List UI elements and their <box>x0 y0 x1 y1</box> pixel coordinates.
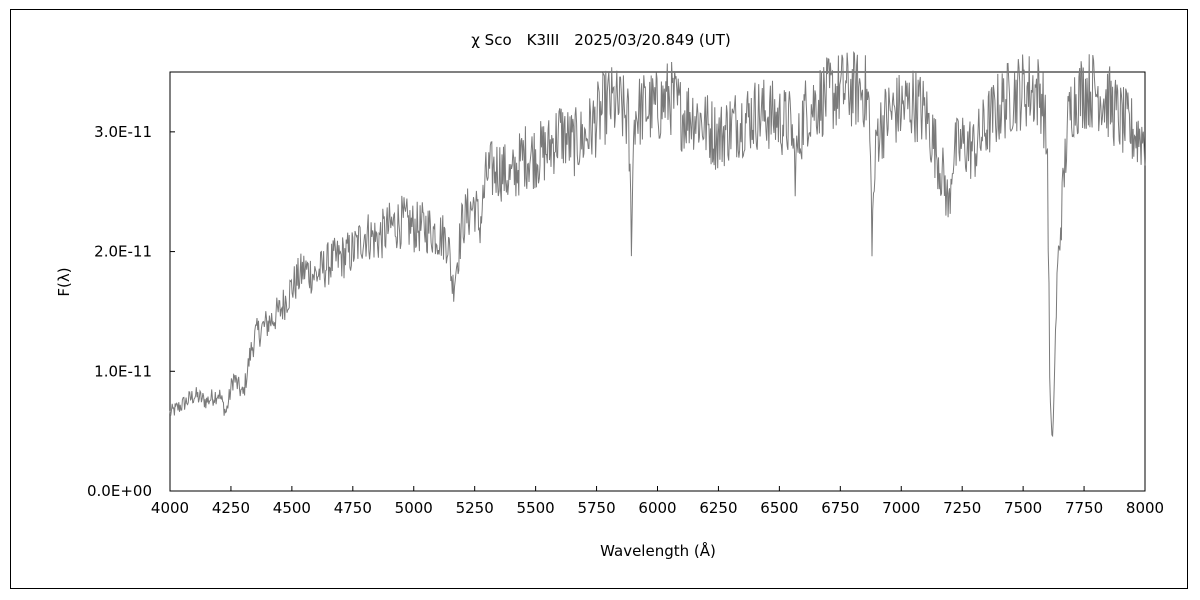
x-tick-label: 7250 <box>943 499 981 517</box>
x-tick-label: 7750 <box>1065 499 1103 517</box>
x-tick-label: 4000 <box>151 499 189 517</box>
spectrum-line-series <box>169 50 1146 438</box>
x-tick-label: 5500 <box>517 499 555 517</box>
x-tick-label: 4250 <box>212 499 250 517</box>
x-tick-label: 6000 <box>638 499 676 517</box>
x-tick-label: 5750 <box>577 499 615 517</box>
x-tick-label: 5250 <box>456 499 494 517</box>
x-tick-label: 6500 <box>760 499 798 517</box>
x-tick-label: 4500 <box>273 499 311 517</box>
y-tick-label: 2.0E-11 <box>94 243 152 261</box>
y-tick-label: 3.0E-11 <box>94 123 152 141</box>
plot-area <box>169 71 1146 492</box>
y-tick-label: 1.0E-11 <box>94 362 152 380</box>
x-axis-label: Wavelength (Å) <box>600 541 716 560</box>
chart-title: χ Sco K3III 2025/03/20.849 (UT) <box>471 31 731 49</box>
x-tick-label: 6250 <box>699 499 737 517</box>
x-tick-label: 8000 <box>1126 499 1164 517</box>
x-tick-label: 7500 <box>1004 499 1042 517</box>
y-tick-label: 0.0E+00 <box>87 482 152 500</box>
x-tick-label: 6750 <box>821 499 859 517</box>
y-axis-label: F(λ) <box>55 267 73 296</box>
x-tick-label: 4750 <box>334 499 372 517</box>
x-tick-label: 5000 <box>395 499 433 517</box>
y-ticks: 0.0E+00 1.0E-11 2.0E-11 3.0E-11 <box>87 123 175 500</box>
x-ticks: 4000 4250 4500 4750 5000 5250 5500 5750 6000 6250… <box>151 486 1164 517</box>
x-tick-label: 7000 <box>882 499 920 517</box>
chart-svg: χ Sco K3III 2025/03/20.849 (UT) F(λ) Wav… <box>55 31 1164 560</box>
chart-frame: χ Sco K3III 2025/03/20.849 (UT) F(λ) Wav… <box>10 9 1188 589</box>
